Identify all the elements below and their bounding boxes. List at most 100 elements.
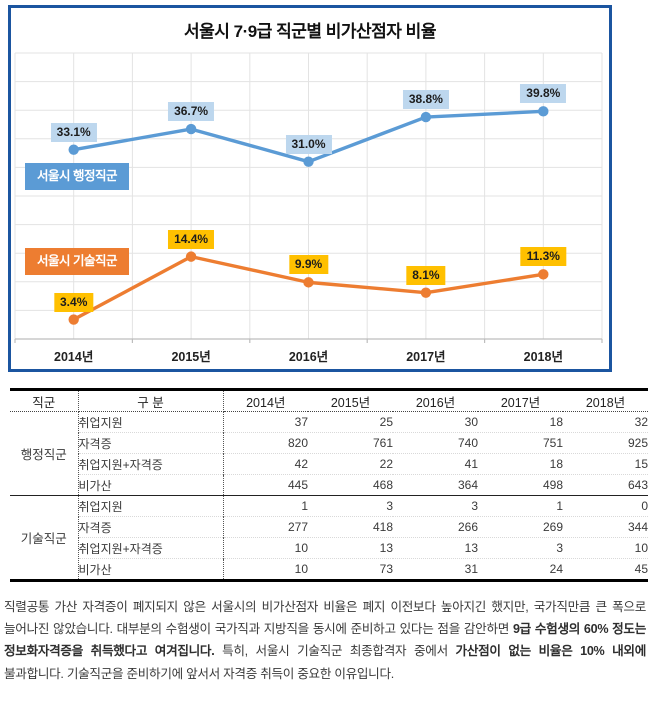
row-label-cell: 취업지원 — [78, 495, 224, 517]
table-row: 취업지원+자격증 42 22 41 18 15 — [10, 453, 648, 475]
value-cell: 925 — [563, 432, 648, 454]
data-point-marker — [420, 111, 432, 123]
value-cell: 13 — [308, 537, 393, 559]
value-cell: 0 — [563, 495, 648, 517]
value-cell: 10 — [223, 537, 308, 559]
commentary-text: 직렬공통 가산 자격증이 폐지되지 않은 서울시의 비가산점자 비율은 폐지 이… — [4, 599, 646, 636]
row-label-cell: 자격증 — [78, 516, 224, 538]
data-label: 3.4% — [54, 292, 94, 312]
data-point-marker — [185, 251, 197, 262]
column-header: 2017년 — [478, 389, 563, 412]
value-cell: 740 — [393, 432, 478, 454]
data-label: 9.9% — [288, 255, 329, 275]
value-cell: 37 — [294, 415, 308, 429]
chart-plot — [14, 52, 603, 343]
table-row: 자격증 277 418 266 269 344 — [10, 516, 648, 538]
value-cell: 1 — [223, 495, 308, 517]
value-cell: 18 — [549, 415, 563, 429]
value-cell: 41 — [393, 453, 478, 475]
value-cell: 18 — [478, 453, 563, 475]
value-cell: 445 — [223, 474, 308, 496]
row-label-cell: 자격증 — [78, 432, 224, 454]
series-badge-tech: 서울시 기술직군 — [25, 248, 129, 275]
value-cell: 468 — [308, 474, 393, 496]
table-row: 행정직군 취업지원 37 25 30 18 32 — [10, 411, 648, 496]
value-cell: 277 — [223, 516, 308, 538]
x-axis-label: 2014년 — [54, 350, 94, 364]
value-cell: 31 — [393, 558, 478, 581]
commentary-text: 불과합니다. 기술직군을 준비하기에 앞서서 자격증 취득이 중요한 이유입니다… — [4, 666, 394, 681]
commentary-paragraph: 직렬공통 가산 자격증이 폐지되지 않은 서울시의 비가산점자 비율은 폐지 이… — [4, 596, 646, 686]
data-label: 8.1% — [406, 265, 446, 285]
x-axis-label: 2017년 — [406, 350, 446, 364]
chart-overlay: 서울시 7·9급 직군별 비가산점자 비율 서울시 행정직군 서울시 기술직군 … — [11, 8, 609, 369]
value-cell: 13 — [393, 537, 478, 559]
row-label-cell: 취업지원 — [78, 411, 224, 433]
row-label-cell: 비가산 — [78, 474, 224, 496]
value-cell: 498 — [478, 474, 563, 496]
value-cell: 266 — [393, 516, 478, 538]
column-header: 2014년 — [223, 389, 308, 412]
data-label: 31.0% — [285, 134, 332, 154]
value-cell: 761 — [308, 432, 393, 454]
data-point-marker — [68, 144, 79, 155]
column-header: 2018년 — [563, 389, 648, 412]
value-cell: 751 — [478, 432, 563, 454]
column-header: 2015년 — [308, 389, 393, 412]
x-axis-label: 2015년 — [171, 350, 211, 364]
value-cell: 3 — [308, 495, 393, 517]
summary-table-body: 행정직군 취업지원 37 25 30 18 32 자격증 820 761 740 751 925 취업지원… — [10, 411, 648, 581]
data-point-marker — [303, 277, 314, 288]
data-point-marker — [68, 314, 79, 325]
data-point-marker — [185, 123, 197, 135]
value-cell: 10 — [223, 558, 308, 581]
column-header: 구 분 — [78, 389, 224, 412]
value-cell: 42 — [223, 453, 308, 475]
data-label: 38.8% — [402, 90, 449, 110]
table-row: 비가산 10 73 31 24 45 — [10, 558, 648, 581]
commentary-bold-text: 가산점이 없는 비율은 10% 내외에 — [455, 644, 647, 659]
value-cell: 25 — [379, 415, 393, 429]
value-cell: 418 — [308, 516, 393, 538]
value-cell: 30 — [464, 415, 478, 429]
table-header-row: 직군 구 분 2014년 2015년 2016년 2017년 2018년 — [10, 389, 648, 412]
table-row: 자격증 820 761 740 751 925 — [10, 432, 648, 454]
value-cell: 3 — [478, 537, 563, 559]
column-header: 2016년 — [393, 389, 478, 412]
data-label: 36.7% — [168, 102, 215, 122]
value-cell: 364 — [393, 474, 478, 496]
value-cell: 269 — [478, 516, 563, 538]
value-cell: 73 — [308, 558, 393, 581]
data-point-marker — [538, 106, 549, 117]
value-cell: 10 — [563, 537, 648, 559]
data-point-marker — [538, 269, 549, 280]
series-badge-admin: 서울시 행정직군 — [25, 163, 129, 190]
row-label-cell: 비가산 — [78, 558, 224, 581]
data-point-marker — [420, 287, 432, 298]
table-row: 비가산 445 468 364 498 643 — [10, 474, 648, 496]
table-row: 기술직군 취업지원 1 3 3 1 0 — [10, 495, 648, 581]
table-row: 취업지원+자격증 10 13 13 3 10 — [10, 537, 648, 559]
value-cell: 3 — [393, 495, 478, 517]
data-label: 33.1% — [50, 122, 97, 142]
value-cell: 1 — [478, 495, 563, 517]
summary-table-wrap: 직군 구 분 2014년 2015년 2016년 2017년 2018년 행정직군 취업지원 3… — [10, 388, 648, 582]
value-cell: 22 — [308, 453, 393, 475]
column-header: 직군 — [10, 389, 79, 412]
value-cell: 820 — [223, 432, 308, 454]
group-cell: 행정직군 — [10, 411, 79, 496]
chart-title: 서울시 7·9급 직군별 비가산점자 비율 — [184, 22, 436, 41]
value-cell: 344 — [563, 516, 648, 538]
row-label-cell: 취업지원+자격증 — [78, 537, 224, 559]
x-axis-label: 2018년 — [523, 350, 563, 364]
summary-table: 직군 구 분 2014년 2015년 2016년 2017년 2018년 행정직군 취업지원 3… — [10, 388, 648, 582]
row-label-cell: 취업지원+자격증 — [78, 453, 224, 475]
summary-table-header: 직군 구 분 2014년 2015년 2016년 2017년 2018년 — [10, 389, 648, 412]
value-cell: 45 — [563, 558, 648, 581]
commentary-text: 특히, 서울시 기술직군 최종합격자 중에서 — [214, 644, 456, 659]
x-axis-label: 2016년 — [288, 350, 329, 364]
data-label: 14.4% — [168, 229, 215, 249]
data-label: 39.8% — [520, 84, 567, 104]
value-cell: 643 — [563, 474, 648, 496]
data-label: 11.3% — [520, 247, 566, 267]
